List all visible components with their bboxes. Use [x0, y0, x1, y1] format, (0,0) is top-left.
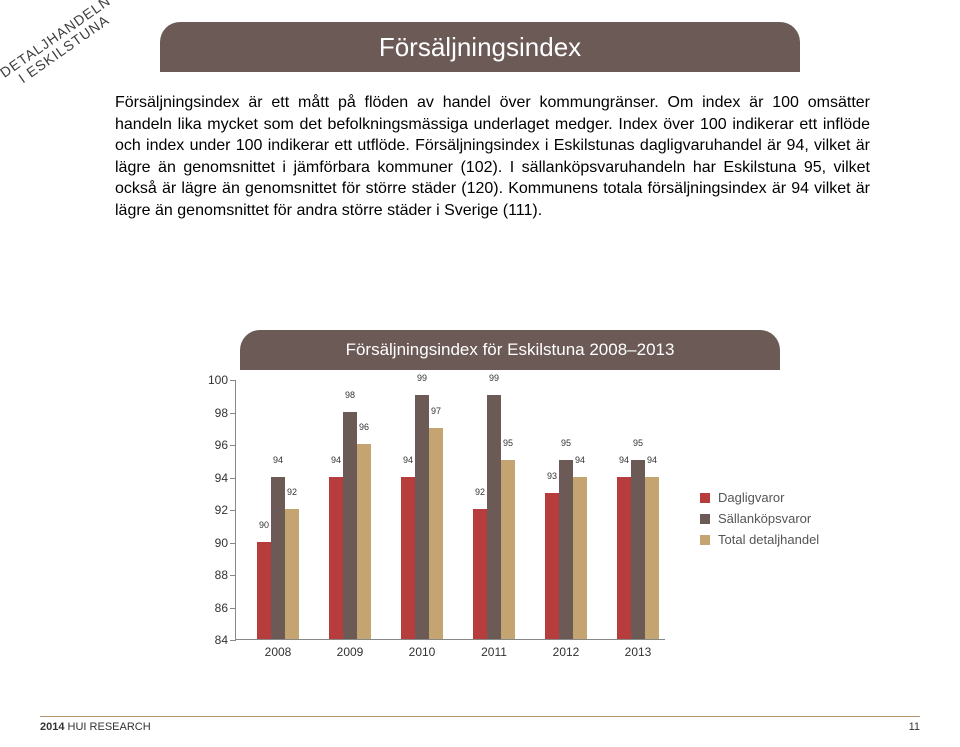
bar-value-label: 97: [429, 406, 443, 416]
legend-swatch: [700, 493, 710, 503]
legend-label: Dagligvaror: [718, 490, 784, 505]
y-tick: [230, 608, 236, 609]
y-tick-label: 94: [198, 471, 228, 485]
bar: [631, 460, 645, 639]
bar: [257, 542, 271, 640]
x-tick-label: 2011: [464, 645, 524, 659]
y-tick: [230, 478, 236, 479]
y-tick: [230, 380, 236, 381]
chart-legend: Dagligvaror Sällanköpsvaror Total detaljha…: [700, 490, 819, 553]
y-tick: [230, 640, 236, 641]
legend-swatch: [700, 535, 710, 545]
bar-group: 9395942012: [536, 379, 596, 639]
y-tick-label: 92: [198, 503, 228, 517]
bar: [487, 395, 501, 639]
x-tick-label: 2009: [320, 645, 380, 659]
chart-title: Försäljningsindex för Eskilstuna 2008–20…: [346, 340, 675, 360]
bar-value-label: 94: [617, 455, 631, 465]
x-tick-label: 2008: [248, 645, 308, 659]
bar-group: 9094922008: [248, 379, 308, 639]
chart-area: 8486889092949698100909492200894989620099…: [180, 380, 880, 680]
y-tick-label: 100: [198, 373, 228, 387]
y-tick-label: 88: [198, 568, 228, 582]
chart-title-bar: Försäljningsindex för Eskilstuna 2008–20…: [240, 330, 780, 370]
bar-group: 9495942013: [608, 379, 668, 639]
bar-value-label: 90: [257, 520, 271, 530]
chart-plot: 8486889092949698100909492200894989620099…: [235, 380, 665, 640]
bar-value-label: 95: [559, 438, 573, 448]
bar: [271, 477, 285, 640]
bar-group: 9499972010: [392, 379, 452, 639]
y-tick: [230, 413, 236, 414]
legend-label: Sällanköpsvaror: [718, 511, 811, 526]
y-tick-label: 90: [198, 536, 228, 550]
x-tick-label: 2012: [536, 645, 596, 659]
legend-swatch: [700, 514, 710, 524]
bar: [329, 477, 343, 640]
bar-value-label: 94: [573, 455, 587, 465]
legend-label: Total detaljhandel: [718, 532, 819, 547]
y-tick-label: 98: [198, 406, 228, 420]
y-tick-label: 96: [198, 438, 228, 452]
y-tick: [230, 510, 236, 511]
bar: [357, 444, 371, 639]
bar: [617, 477, 631, 640]
page-title-bar: Försäljningsindex: [160, 22, 800, 72]
bar: [573, 477, 587, 640]
bar-group: 9299952011: [464, 379, 524, 639]
legend-item: Total detaljhandel: [700, 532, 819, 547]
y-tick: [230, 543, 236, 544]
bar-value-label: 94: [645, 455, 659, 465]
bar-group: 9498962009: [320, 379, 380, 639]
bar-value-label: 99: [487, 373, 501, 383]
bar: [401, 477, 415, 640]
page-footer: 2014 HUI RESEARCH 11: [40, 716, 920, 733]
bar: [415, 395, 429, 639]
bar-value-label: 93: [545, 471, 559, 481]
bar-value-label: 92: [473, 487, 487, 497]
legend-item: Sällanköpsvaror: [700, 511, 819, 526]
footer-year: 2014: [40, 721, 64, 733]
y-tick-label: 84: [198, 633, 228, 647]
bar-value-label: 94: [401, 455, 415, 465]
footer-org: HUI RESEARCH: [68, 721, 151, 733]
bar: [343, 412, 357, 640]
bar: [473, 509, 487, 639]
bar: [545, 493, 559, 639]
bar-value-label: 98: [343, 390, 357, 400]
bar: [645, 477, 659, 640]
y-tick: [230, 445, 236, 446]
bar-value-label: 92: [285, 487, 299, 497]
bar-value-label: 95: [501, 438, 515, 448]
intro-paragraph: Försäljningsindex är ett mått på flöden …: [115, 92, 870, 222]
bar: [559, 460, 573, 639]
bar-value-label: 94: [271, 455, 285, 465]
y-tick: [230, 575, 236, 576]
page-title: Försäljningsindex: [379, 32, 581, 63]
footer-page: 11: [909, 721, 920, 733]
x-tick-label: 2013: [608, 645, 668, 659]
bar-value-label: 94: [329, 455, 343, 465]
bar-value-label: 96: [357, 422, 371, 432]
footer-left: 2014 HUI RESEARCH: [40, 721, 151, 733]
bar: [429, 428, 443, 639]
x-tick-label: 2010: [392, 645, 452, 659]
bar: [285, 509, 299, 639]
y-tick-label: 86: [198, 601, 228, 615]
bar-value-label: 95: [631, 438, 645, 448]
bar: [501, 460, 515, 639]
legend-item: Dagligvaror: [700, 490, 819, 505]
bar-value-label: 99: [415, 373, 429, 383]
